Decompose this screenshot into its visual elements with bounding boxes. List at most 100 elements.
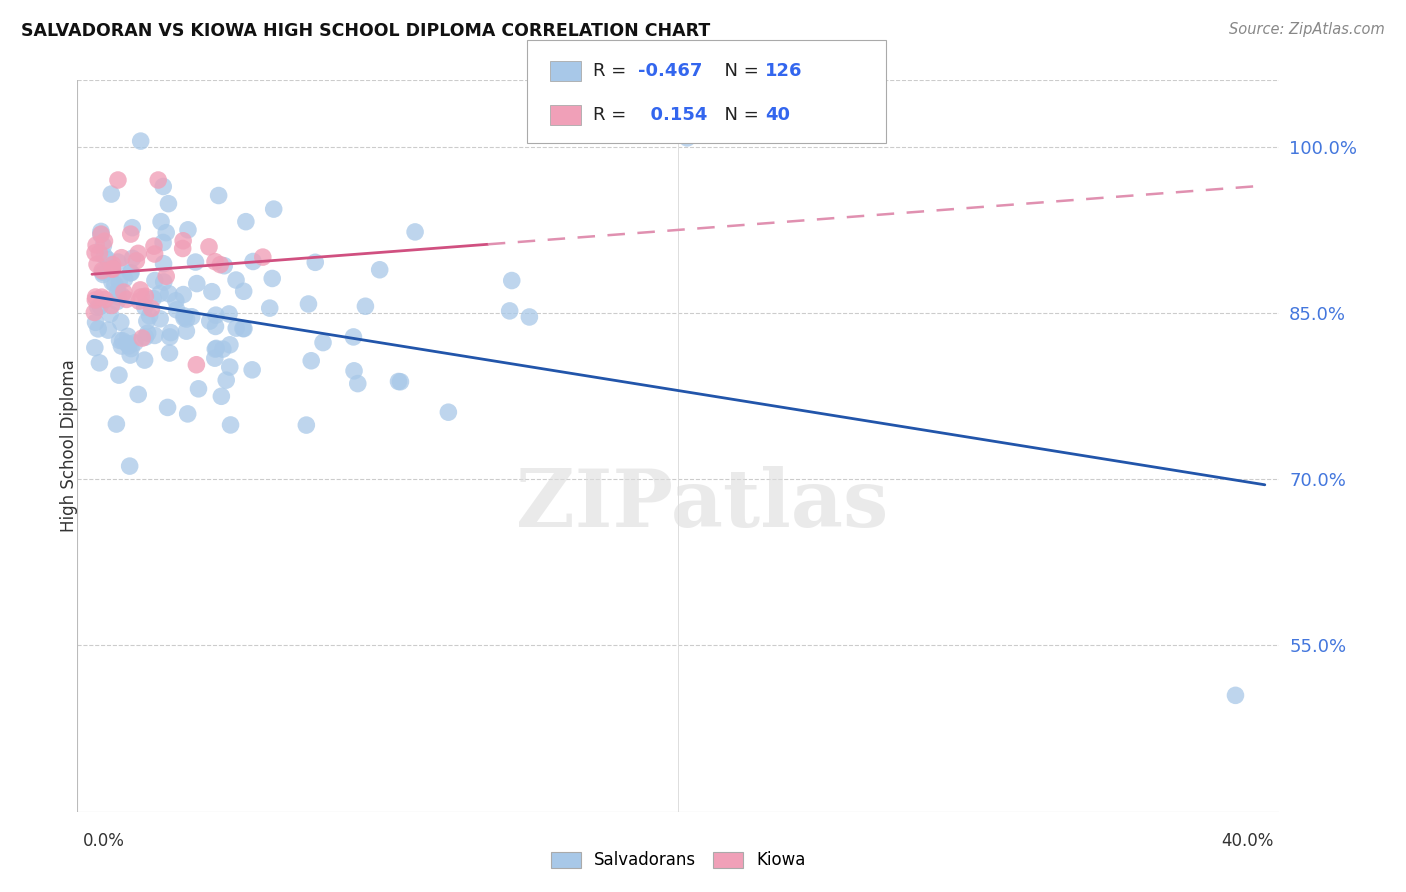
Point: [115, 336, 138, 351]
Point: [90, 227, 112, 242]
Point: [387, 375, 409, 389]
Point: [176, 324, 198, 338]
Point: [368, 262, 391, 277]
Point: [124, 335, 146, 350]
Text: 40.0%: 40.0%: [1222, 831, 1274, 850]
Point: [212, 342, 235, 356]
Point: [143, 273, 166, 287]
Point: [84, 315, 107, 329]
Point: [214, 259, 236, 273]
Point: [157, 286, 180, 301]
Point: [127, 246, 149, 260]
Text: ZIPatlas: ZIPatlas: [516, 466, 889, 543]
Point: [97, 252, 120, 267]
Point: [83, 305, 105, 319]
Point: [342, 330, 364, 344]
Point: [93, 234, 115, 248]
Point: [235, 215, 257, 229]
Point: [205, 308, 228, 322]
Point: [138, 309, 160, 323]
Point: [83, 341, 105, 355]
Point: [91, 265, 114, 279]
Point: [135, 314, 157, 328]
Point: [142, 292, 165, 306]
Point: [299, 353, 322, 368]
Point: [242, 254, 264, 268]
Point: [187, 382, 209, 396]
Point: [118, 459, 141, 474]
Point: [204, 342, 226, 356]
Point: [115, 293, 138, 307]
Point: [232, 321, 254, 335]
Point: [262, 271, 284, 285]
Point: [225, 273, 247, 287]
Point: [129, 290, 152, 304]
Point: [159, 346, 181, 360]
Point: [209, 389, 232, 403]
Point: [89, 246, 111, 260]
Point: [120, 348, 142, 362]
Point: [155, 269, 177, 284]
Point: [97, 323, 120, 337]
Point: [105, 417, 128, 431]
Point: [152, 275, 174, 289]
Point: [312, 335, 335, 350]
Point: [93, 249, 115, 263]
Point: [297, 297, 319, 311]
Point: [120, 266, 142, 280]
Point: [118, 339, 141, 353]
Point: [87, 322, 110, 336]
Point: [91, 268, 114, 282]
Point: [128, 294, 150, 309]
Text: R =: R =: [593, 62, 633, 79]
Text: N =: N =: [713, 62, 765, 79]
Point: [131, 331, 153, 345]
Point: [84, 238, 107, 252]
Point: [159, 330, 181, 344]
Point: [219, 338, 242, 352]
Point: [100, 298, 122, 312]
Point: [108, 275, 131, 289]
Point: [101, 258, 124, 272]
Point: [87, 301, 110, 315]
Point: [198, 240, 221, 254]
Point: [207, 188, 229, 202]
Point: [389, 375, 412, 389]
Point: [90, 290, 112, 304]
Point: [354, 299, 377, 313]
Point: [84, 245, 107, 260]
Point: [110, 339, 132, 353]
Point: [519, 310, 541, 324]
Point: [111, 289, 134, 303]
Point: [149, 311, 172, 326]
Point: [501, 274, 523, 288]
Point: [117, 329, 139, 343]
Point: [114, 272, 136, 286]
Point: [295, 418, 318, 433]
Point: [218, 307, 240, 321]
Point: [205, 342, 228, 356]
Point: [108, 334, 131, 348]
Point: [346, 376, 368, 391]
Point: [172, 234, 194, 248]
Text: N =: N =: [713, 106, 765, 124]
Point: [259, 301, 281, 315]
Point: [129, 134, 152, 148]
Point: [134, 330, 156, 344]
Point: [499, 304, 522, 318]
Point: [107, 285, 129, 299]
Point: [101, 262, 124, 277]
Point: [343, 364, 366, 378]
Point: [89, 299, 111, 313]
Point: [110, 251, 132, 265]
Point: [112, 285, 135, 299]
Point: [232, 285, 254, 299]
Point: [129, 283, 152, 297]
Text: 0.154: 0.154: [638, 106, 707, 124]
Point: [172, 242, 194, 256]
Point: [89, 356, 111, 370]
Point: [404, 225, 426, 239]
Point: [101, 261, 124, 276]
Point: [219, 417, 242, 432]
Point: [121, 252, 143, 266]
